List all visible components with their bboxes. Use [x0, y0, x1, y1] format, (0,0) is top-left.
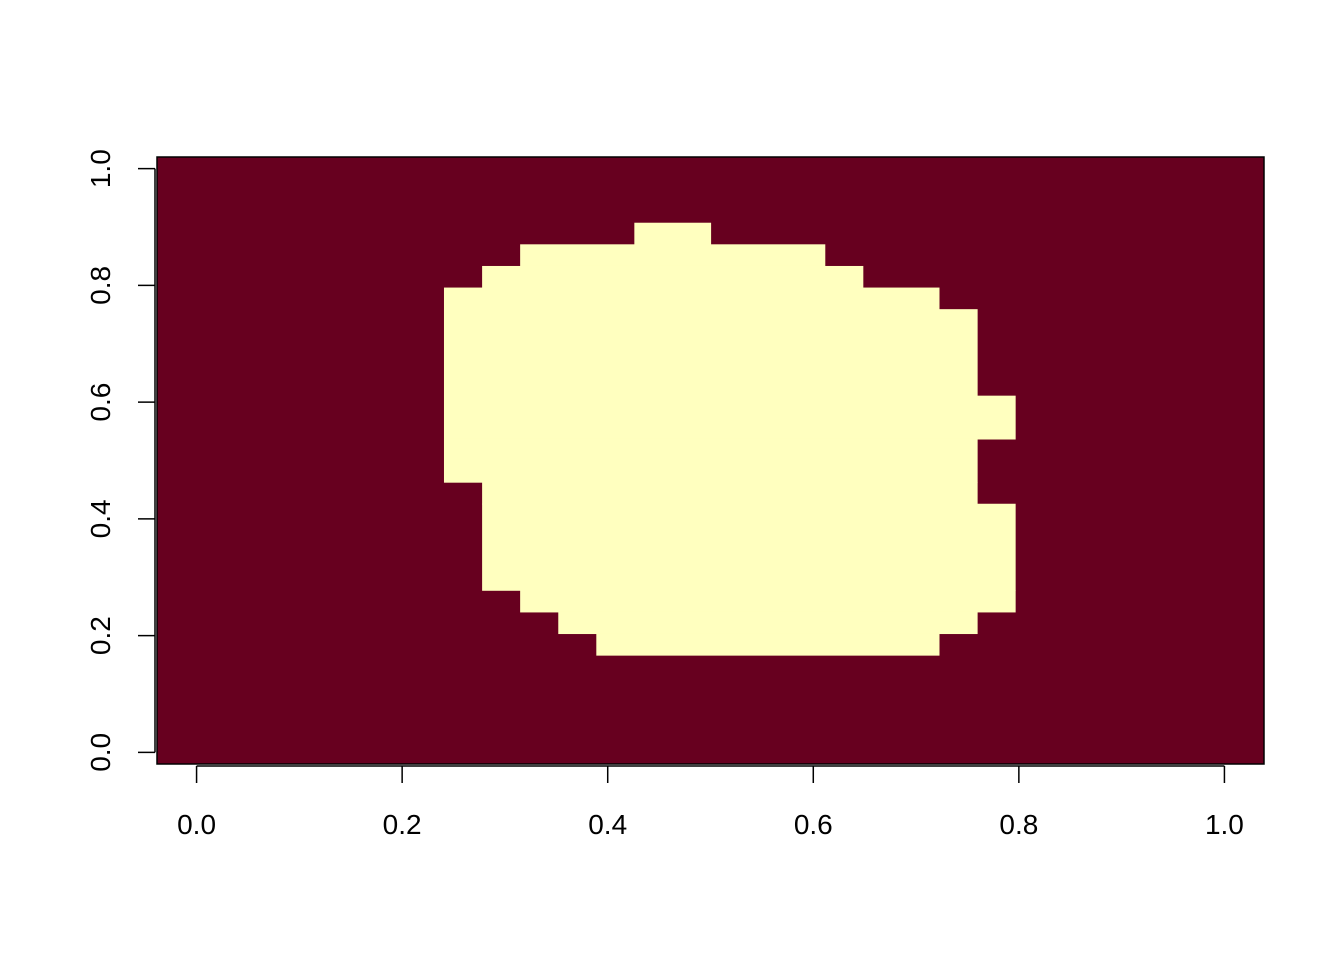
x-tick-label: 0.8: [999, 809, 1038, 840]
highlight-cell-block-0: [634, 222, 712, 245]
y-tick-label: 0.4: [85, 499, 116, 538]
highlight-cell-block-4: [443, 309, 978, 397]
x-tick-label: 0.6: [794, 809, 833, 840]
highlight-cell-block-7: [482, 482, 978, 505]
x-tick-label: 0.2: [383, 809, 422, 840]
x-tick-label: 0.4: [588, 809, 627, 840]
highlight-cell-block-1: [520, 244, 826, 267]
highlight-cell-block-10: [558, 611, 978, 635]
highlight-cell-block-2: [482, 265, 864, 289]
highlight-cell-block-8: [482, 503, 1016, 591]
highlight-cell-block-6: [443, 438, 978, 483]
highlight-cell-block-11: [596, 633, 940, 656]
x-axis: 0.0 0.2 0.4 0.6 0.8 1.0: [177, 765, 1244, 840]
x-tick-label: 0.0: [177, 809, 216, 840]
highlight-cells: [443, 222, 1016, 656]
plot-frame: [156, 156, 1265, 765]
y-tick-label: 1.0: [85, 149, 116, 188]
y-tick-label: 0.2: [85, 616, 116, 655]
y-tick-label: 0.8: [85, 266, 116, 305]
y-axis: 0.0 0.2 0.4 0.6 0.8 1.0: [85, 149, 156, 772]
y-tick-label: 0.0: [85, 733, 116, 772]
x-tick-label: 1.0: [1205, 809, 1244, 840]
highlight-cell-block-3: [443, 287, 940, 310]
y-tick-label: 0.6: [85, 383, 116, 422]
highlight-cell-block-9: [520, 590, 1016, 613]
highlight-cell-block-5: [443, 395, 1016, 440]
